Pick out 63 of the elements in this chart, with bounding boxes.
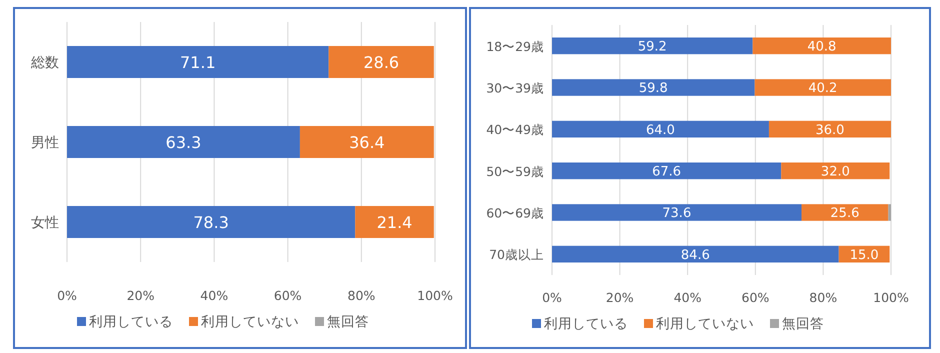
y-tick-label: 50〜59歳 [486,164,544,179]
y-tick-label: 60〜69歳 [486,206,544,220]
bar [752,38,891,54]
data-label: 78.3 [193,212,229,232]
data-label: 64.0 [646,122,675,138]
x-tick-label: 40% [674,290,702,305]
legend-label: 利用している [544,316,628,332]
data-label: 63.3 [166,132,202,152]
bar [328,46,434,78]
bar [355,206,434,238]
x-tick-label: 60% [274,288,302,303]
data-label: 40.8 [807,40,836,55]
data-label: 67.6 [652,164,682,180]
x-tick-label: 20% [606,290,634,305]
bar [67,206,356,238]
bar [552,79,755,96]
legend-label: 利用している [89,314,173,330]
data-label: 36.0 [816,122,844,138]
bar [552,204,802,221]
data-label: 15.0 [850,248,879,263]
y-tick-label: 70歳以上 [489,247,544,262]
data-label: 25.6 [830,206,860,222]
legend-label: 利用していない [201,314,299,330]
data-label: 73.6 [662,206,692,222]
x-tick-label: 20% [126,288,155,303]
data-label: 71.1 [180,52,216,72]
bar [552,246,839,262]
x-tick-label: 100% [873,290,909,305]
x-tick-label: 40% [200,288,228,303]
bar [768,120,891,138]
data-label: 32.0 [820,164,850,180]
data-label: 84.6 [680,248,710,263]
x-tick-label: 100% [417,288,453,303]
data-label: 40.2 [808,81,838,96]
y-tick-label: 総数 [30,55,59,71]
bar [781,162,890,180]
bar [552,120,769,138]
x-tick-label: 60% [742,290,770,305]
x-tick-label: 80% [809,290,838,305]
y-tick-label: 女性 [31,215,59,231]
data-label: 59.8 [638,81,668,96]
x-tick-label: 0% [57,288,78,303]
data-label: 59.2 [638,40,667,55]
bar [67,46,329,78]
bar [552,162,782,180]
bar [300,126,434,158]
y-tick-label: 40〜49歳 [486,122,544,138]
bar [67,126,300,158]
legend-label: 利用していない [656,316,754,332]
bar [888,204,891,221]
legend-label: 無回答 [327,314,369,330]
data-label: 36.4 [349,132,385,152]
legend-label: 無回答 [782,316,824,332]
data-label: 28.6 [363,52,400,72]
y-tick-label: 18〜29歳 [486,38,544,54]
bar [754,79,891,96]
y-tick-label: 男性 [31,135,59,151]
bar [802,204,888,221]
data-label: 21.4 [376,212,412,232]
x-tick-label: 0% [542,290,562,305]
x-tick-label: 80% [348,288,376,303]
y-tick-label: 30〜39歳 [486,80,544,96]
bar [552,38,753,54]
